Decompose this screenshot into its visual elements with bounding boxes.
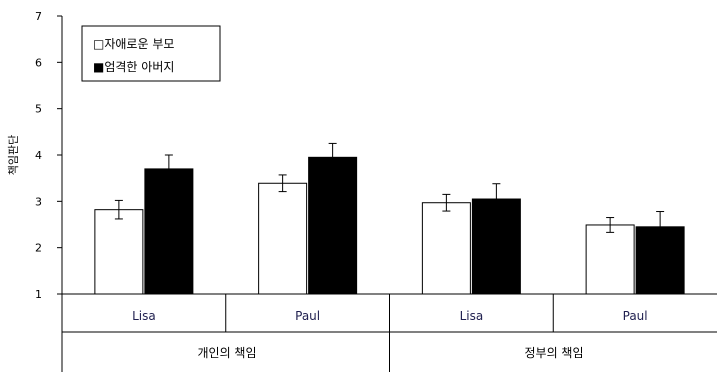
y-tick-label: 4 [35,149,42,162]
y-tick-label: 5 [35,103,42,116]
y-axis-label: 책임판단 [7,135,20,175]
legend-item-parent: □자애로운 부모 [93,37,174,51]
x-tick-label: Lisa [460,309,484,323]
bar [258,182,308,295]
legend-item-father: ■엄격한 아버지 [93,60,174,74]
group-label-government: 정부의 책임 [524,345,583,360]
bar [585,224,635,295]
bar [471,198,521,295]
group-label-individual: 개인의 책임 [197,345,256,360]
bar [144,168,194,295]
bar [421,202,471,295]
x-tick-label: Paul [623,309,648,323]
y-tick-label: 7 [35,10,42,23]
y-tick-label: 1 [35,288,42,301]
legend-box [81,25,221,82]
bar [94,209,144,295]
bar [308,156,358,295]
y-tick-label: 3 [35,195,42,208]
legend: □자애로운 부모 ■엄격한 아버지 [81,25,221,82]
bar [635,226,685,295]
x-tick-label: Lisa [132,309,156,323]
x-tick-label: Paul [295,309,320,323]
y-tick-label: 2 [35,242,42,255]
y-tick-label: 6 [35,56,42,69]
